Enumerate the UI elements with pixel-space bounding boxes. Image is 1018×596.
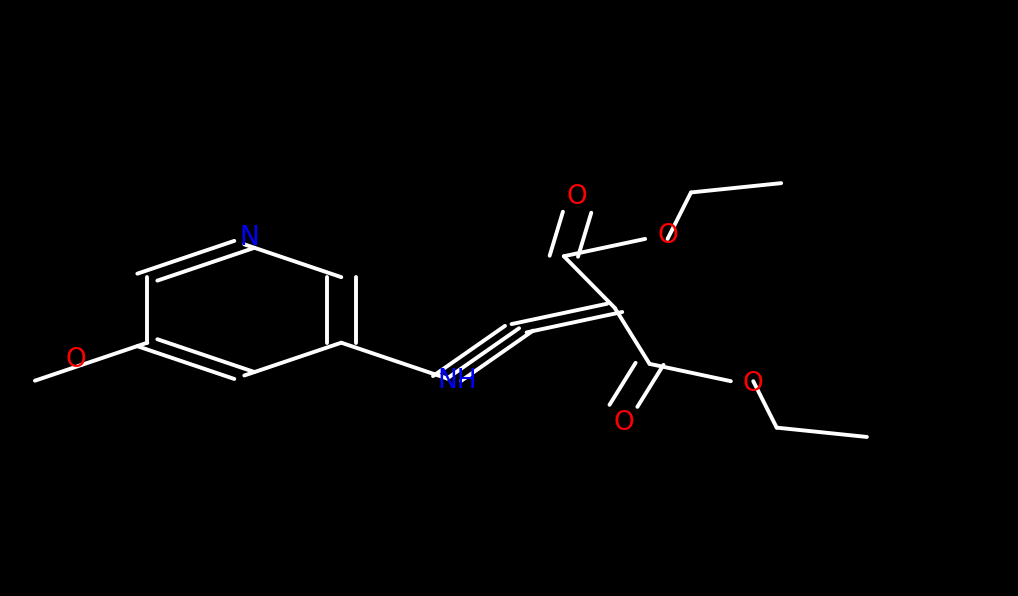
- Text: O: O: [66, 347, 87, 373]
- Text: NH: NH: [438, 368, 477, 395]
- Text: N: N: [239, 225, 260, 252]
- Text: O: O: [567, 184, 587, 210]
- Text: O: O: [658, 223, 678, 249]
- Text: O: O: [743, 371, 764, 397]
- Text: O: O: [613, 409, 634, 436]
